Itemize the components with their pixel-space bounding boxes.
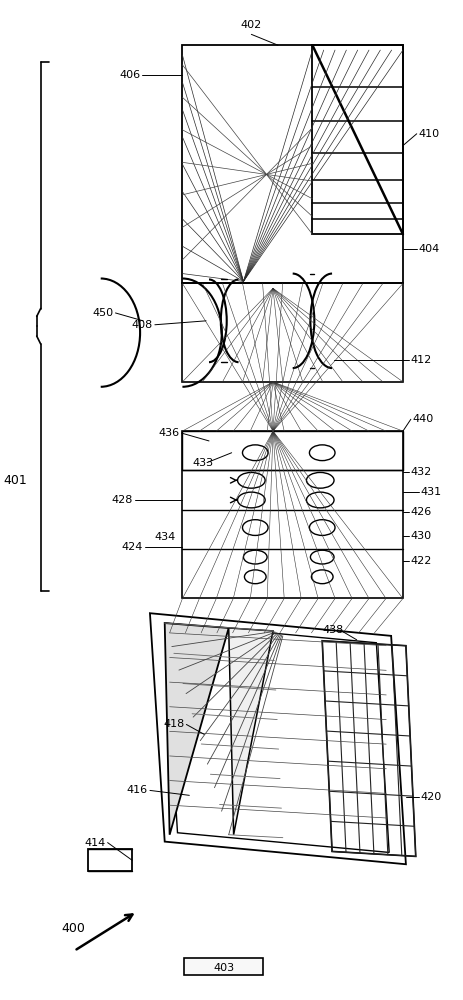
Text: 416: 416	[127, 785, 148, 795]
Polygon shape	[165, 623, 229, 835]
Text: 434: 434	[155, 532, 176, 542]
Bar	[182, 283, 403, 382]
Text: 430: 430	[411, 531, 432, 541]
Text: 404: 404	[419, 244, 440, 254]
Bar	[182, 45, 403, 283]
Ellipse shape	[307, 472, 334, 488]
Text: 400: 400	[61, 922, 85, 935]
Text: 401: 401	[3, 474, 27, 487]
Text: 418: 418	[163, 719, 184, 729]
Text: 403: 403	[213, 963, 234, 973]
Text: 414: 414	[84, 838, 106, 848]
Text: 412: 412	[411, 355, 432, 365]
Text: 450: 450	[93, 308, 113, 318]
Text: 440: 440	[413, 414, 434, 424]
Bar	[184, 958, 263, 975]
Ellipse shape	[309, 520, 335, 535]
Ellipse shape	[243, 445, 268, 461]
Bar	[182, 431, 403, 598]
Ellipse shape	[238, 492, 265, 508]
Bar	[182, 431, 403, 470]
Text: 433: 433	[192, 458, 213, 468]
Text: 432: 432	[411, 467, 432, 477]
Text: 402: 402	[241, 20, 262, 30]
Polygon shape	[229, 628, 273, 835]
Text: 408: 408	[131, 320, 153, 330]
Ellipse shape	[243, 520, 268, 535]
Ellipse shape	[312, 570, 333, 584]
Text: 424: 424	[122, 542, 143, 552]
Ellipse shape	[309, 445, 335, 461]
Text: 422: 422	[411, 556, 432, 566]
Text: 428: 428	[112, 495, 133, 505]
Text: 438: 438	[322, 625, 344, 635]
Ellipse shape	[238, 472, 265, 488]
Ellipse shape	[244, 550, 267, 564]
Ellipse shape	[307, 492, 334, 508]
Ellipse shape	[244, 570, 266, 584]
Bar	[88, 849, 132, 871]
Text: 431: 431	[421, 487, 442, 497]
Ellipse shape	[310, 550, 334, 564]
Bar	[313, 45, 403, 234]
Text: 406: 406	[119, 70, 140, 80]
Text: 426: 426	[411, 507, 432, 517]
Text: 436: 436	[158, 428, 180, 438]
Text: 420: 420	[421, 792, 442, 802]
Text: 410: 410	[419, 129, 440, 139]
